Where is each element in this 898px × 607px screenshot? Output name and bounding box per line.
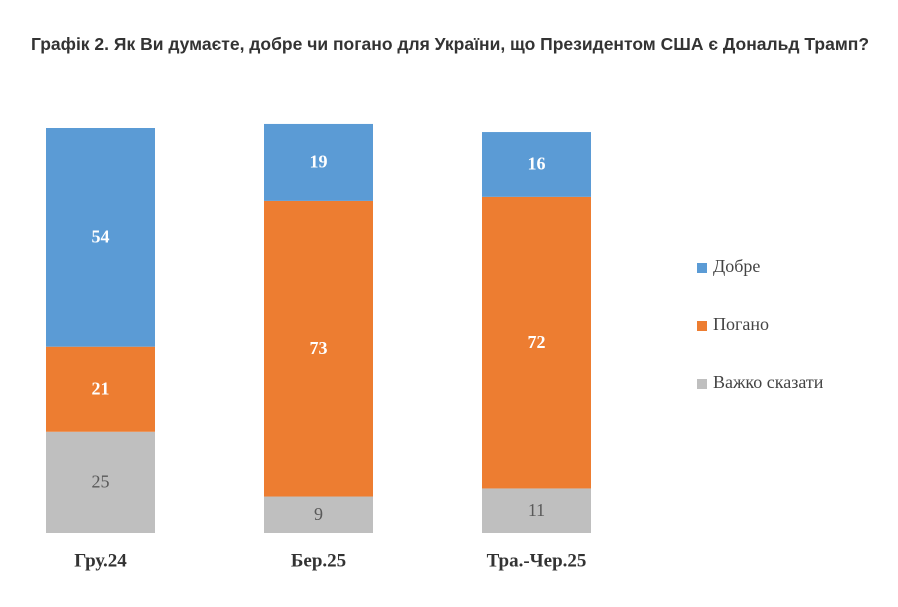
data-label: 9 bbox=[314, 504, 323, 524]
bar-segment bbox=[264, 123, 373, 201]
legend-swatch bbox=[697, 321, 707, 331]
data-label: 16 bbox=[528, 154, 546, 174]
bar-segment bbox=[264, 496, 373, 533]
x-tick-label: Бер.25 bbox=[291, 550, 346, 571]
data-label: 54 bbox=[92, 226, 110, 246]
bar-segment bbox=[46, 346, 155, 432]
x-tick-label: Тра.-Чер.25 bbox=[487, 550, 587, 571]
chart-title: Графік 2. Як Ви думаєте, добре чи погано… bbox=[30, 34, 870, 54]
legend-swatch bbox=[697, 263, 707, 273]
data-label: 73 bbox=[310, 338, 328, 358]
data-label: 19 bbox=[310, 152, 328, 172]
legend-swatch bbox=[697, 379, 707, 389]
legend-label: Добре bbox=[713, 256, 760, 276]
data-label: 25 bbox=[92, 472, 110, 492]
bar-segment bbox=[264, 200, 373, 497]
bar-segment bbox=[46, 431, 155, 533]
bar-segment bbox=[482, 132, 591, 197]
legend-label: Погано bbox=[713, 314, 769, 334]
legend-label: Важко сказати bbox=[713, 372, 824, 392]
data-label: 21 bbox=[92, 378, 110, 398]
bar-segment bbox=[482, 488, 591, 533]
data-label: 11 bbox=[528, 500, 545, 520]
data-label: 72 bbox=[528, 332, 546, 352]
x-tick-label: Гру.24 bbox=[74, 550, 127, 571]
bar-segment bbox=[482, 196, 591, 489]
bar-segment bbox=[46, 128, 155, 347]
